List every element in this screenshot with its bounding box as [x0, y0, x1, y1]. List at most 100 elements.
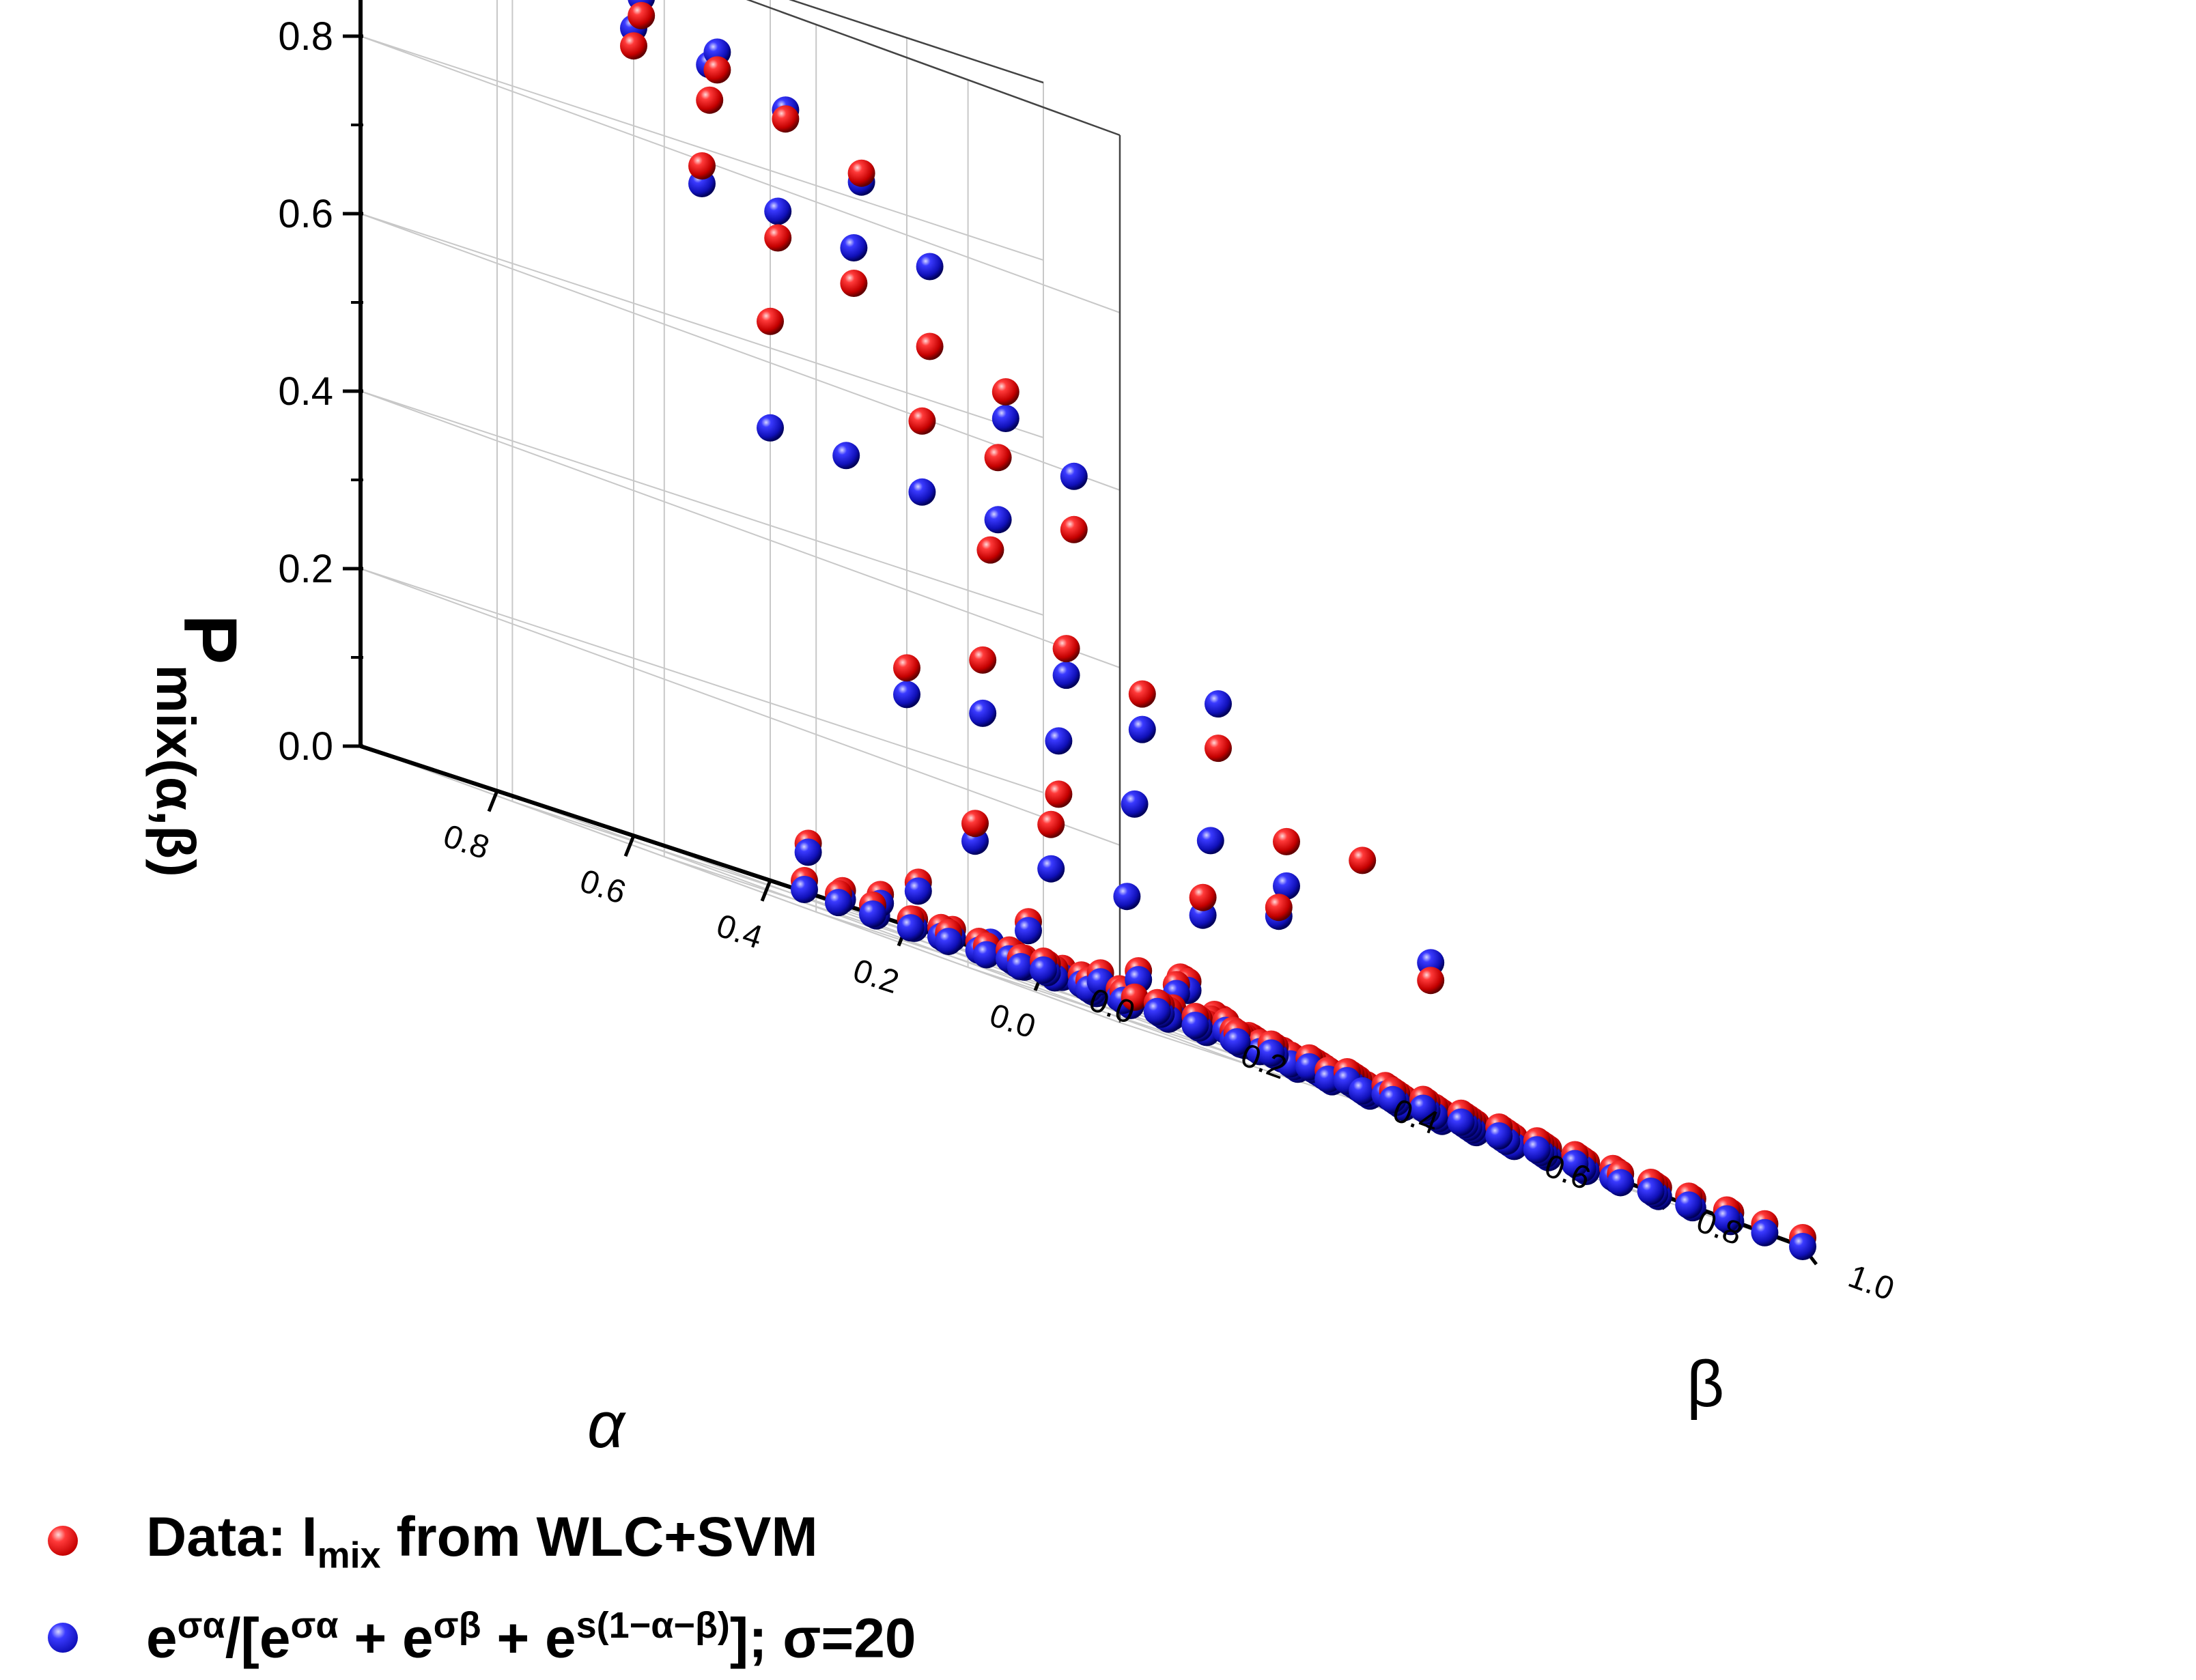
grid-line	[360, 35, 1044, 261]
alpha-tick-label: 0.4	[712, 908, 767, 956]
data-point-red	[772, 105, 800, 133]
data-point-red	[1417, 967, 1445, 995]
data-point-blue	[1447, 1108, 1475, 1136]
data-point-blue	[1523, 1136, 1551, 1164]
alpha-axis-title: α	[587, 1389, 626, 1462]
grid-line	[360, 568, 1121, 846]
data-point-blue	[1121, 790, 1149, 818]
beta-axis-title: β	[1687, 1348, 1724, 1421]
data-point-blue	[935, 928, 963, 956]
grid-lines	[360, 0, 1803, 1247]
data-point-blue	[1485, 1122, 1513, 1150]
legend-red-marker	[48, 1526, 78, 1556]
legend-blue-marker	[48, 1622, 78, 1653]
legend-item-data: Data: Imix from WLC+SVM	[48, 1505, 818, 1576]
grid-line	[746, 0, 1121, 136]
z-tick-label: 0.4	[278, 369, 333, 414]
data-point-blue	[764, 197, 792, 225]
data-point-blue	[904, 877, 932, 905]
data-point-blue	[1257, 1039, 1285, 1067]
axis-labels: 0.00.20.40.60.81.00.00.20.40.60.80.00.20…	[145, 14, 1899, 1462]
data-point-red	[703, 56, 731, 84]
beta-tick-label: 1.0	[1844, 1258, 1899, 1308]
data-point-red	[976, 536, 1004, 564]
data-point-red	[1189, 883, 1217, 911]
data-point-blue	[1409, 1094, 1437, 1122]
data-point-blue	[1561, 1150, 1589, 1178]
z-tick-label: 0.0	[278, 724, 333, 769]
z-tick-label: 0.2	[278, 547, 333, 591]
data-point-blue	[1273, 872, 1300, 900]
data-point-red	[1060, 515, 1088, 543]
frame-edge	[746, 0, 1121, 137]
data-point-blue	[1181, 1011, 1209, 1039]
data-point-blue	[1113, 883, 1141, 911]
data-point-blue	[1037, 855, 1065, 883]
data-point-blue	[1205, 690, 1232, 718]
z-axis-title: Pmix(α,β)	[145, 614, 252, 877]
data-point-blue	[832, 442, 860, 470]
axes	[343, 0, 1818, 1266]
data-point-blue	[757, 414, 784, 442]
data-point-blue	[794, 838, 822, 866]
alpha-tick-label: 0.8	[439, 818, 494, 866]
data-point-blue	[908, 478, 936, 506]
grid-line	[360, 390, 1121, 668]
data-point-red	[1037, 810, 1065, 838]
data-point-red	[1273, 827, 1300, 855]
data-points	[620, 0, 1816, 1260]
data-point-blue	[1789, 1233, 1816, 1260]
alpha-tick-label: 0.6	[576, 863, 630, 911]
data-point-blue	[1607, 1169, 1635, 1197]
data-point-red	[916, 332, 944, 360]
data-point-blue	[1052, 661, 1080, 689]
alpha-tick-label: 0.2	[849, 952, 903, 1001]
data-point-blue	[1045, 727, 1073, 755]
frame-edge	[789, 0, 1044, 84]
data-point-red	[620, 32, 647, 60]
data-point-blue	[916, 253, 944, 281]
data-point-blue	[972, 941, 1000, 969]
data-point-red	[1052, 635, 1080, 663]
data-point-blue	[1196, 827, 1224, 855]
data-point-blue	[969, 699, 997, 727]
data-point-blue	[859, 900, 886, 928]
grid-line	[360, 35, 1121, 313]
alpha-tick-label: 0.0	[985, 997, 1040, 1046]
data-point-blue	[791, 875, 818, 903]
data-point-red	[847, 159, 875, 187]
data-point-blue	[1637, 1177, 1665, 1205]
data-point-blue	[897, 914, 925, 942]
data-point-red	[984, 444, 1012, 472]
data-point-red	[1045, 780, 1073, 808]
legend-model-label: eσα/[eσα + eσβ + es(1−α−β)]; σ=20	[146, 1605, 916, 1670]
alpha-tick	[760, 879, 772, 902]
data-point-red	[757, 307, 784, 335]
data-point-blue	[984, 506, 1012, 534]
data-point-red	[893, 654, 920, 682]
grid-line	[360, 568, 1044, 793]
z-tick-label: 0.6	[278, 192, 333, 236]
data-point-red	[1121, 983, 1149, 1011]
data-point-blue	[991, 405, 1019, 432]
data-point-blue	[1349, 1077, 1377, 1105]
data-point-red	[688, 152, 716, 180]
data-point-blue	[1030, 956, 1057, 984]
legend-data-label: Data: Imix from WLC+SVM	[146, 1506, 818, 1576]
data-point-red	[628, 1, 656, 29]
data-point-blue	[840, 234, 868, 261]
data-point-red	[1205, 735, 1232, 763]
data-point-red	[696, 86, 724, 114]
data-point-blue	[1128, 715, 1156, 743]
alpha-tick	[487, 790, 499, 812]
data-point-red	[1128, 680, 1156, 708]
grid-line	[360, 213, 1121, 491]
grid-line	[360, 213, 1044, 438]
data-point-red	[1349, 846, 1377, 874]
data-point-red	[1265, 894, 1293, 922]
data-point-red	[961, 810, 989, 838]
data-point-blue	[825, 889, 852, 917]
data-point-blue	[1713, 1205, 1741, 1233]
legend-item-model: eσα/[eσα + eσβ + es(1−α−β)]; σ=20	[48, 1604, 916, 1670]
